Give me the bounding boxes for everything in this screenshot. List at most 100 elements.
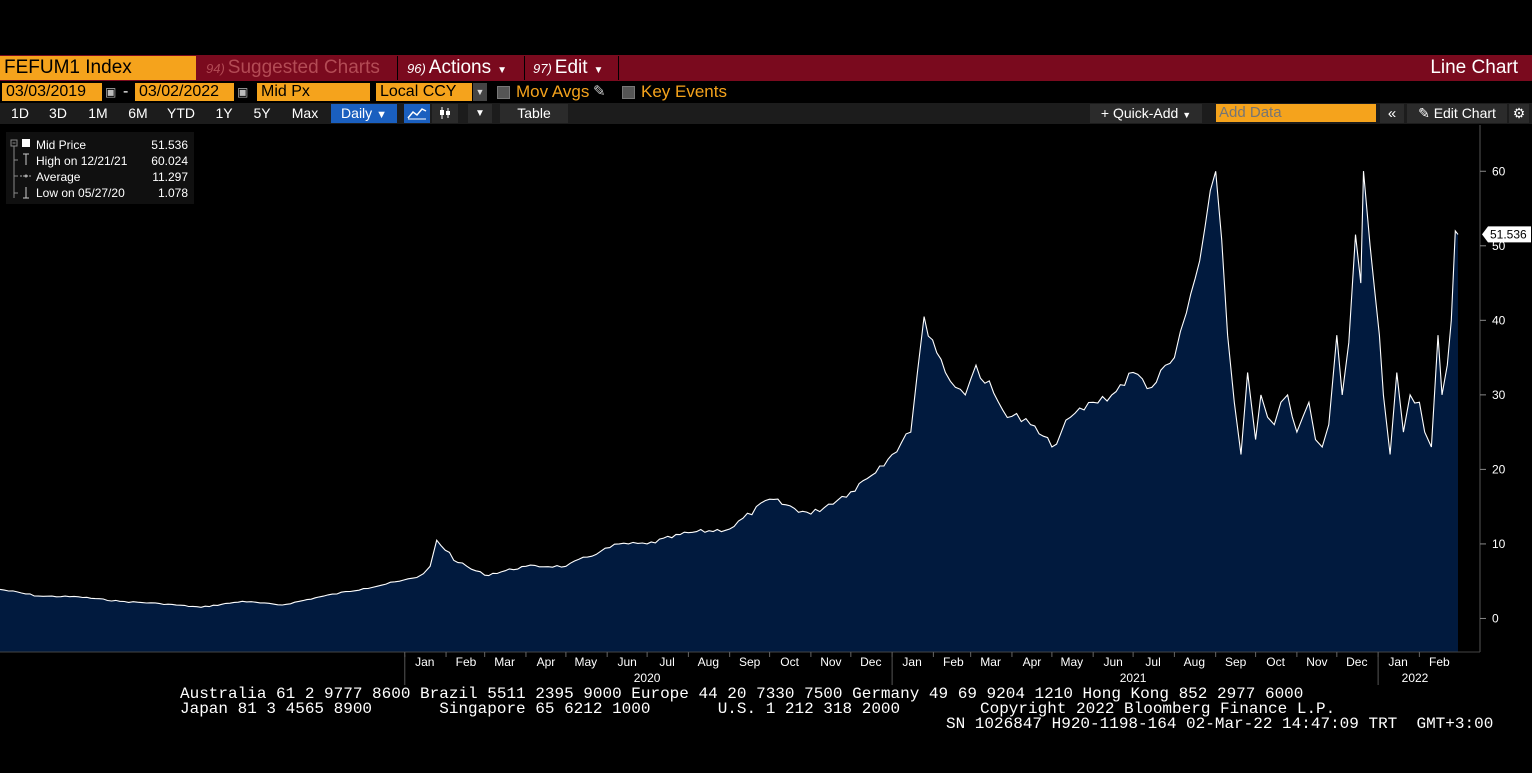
gear-icon[interactable]: ⚙ <box>1509 104 1529 123</box>
quick-add-button[interactable]: + Quick-Add ▼ <box>1090 104 1202 123</box>
legend-low-label: Low on 05/27/20 <box>36 186 125 200</box>
period-1y-button[interactable]: 1Y <box>215 105 233 121</box>
period-1d-button[interactable]: 1D <box>11 105 29 121</box>
legend-high-label: High on 12/21/21 <box>36 154 128 168</box>
x-tick-label: Dec <box>860 655 881 669</box>
x-tick-label: Jan <box>415 655 434 669</box>
year-label: 2022 <box>1402 671 1429 685</box>
plus-icon: + <box>1100 105 1110 121</box>
menu-number: 96) <box>407 61 426 76</box>
period-max-button[interactable]: Max <box>291 105 319 121</box>
edit-chart-label: Edit Chart <box>1433 105 1496 121</box>
period-ytd-button[interactable]: YTD <box>167 105 195 121</box>
legend-average-value: 11.297 <box>152 170 188 184</box>
x-tick-label: Apr <box>1023 655 1042 669</box>
mov-avgs-label[interactable]: Mov Avgs <box>516 82 590 101</box>
last-value-tag: 51.536 <box>1482 226 1531 243</box>
legend-mid-price-label: Mid Price <box>36 138 87 152</box>
x-tick-label: Feb <box>1429 655 1450 669</box>
key-events-checkbox[interactable] <box>622 86 635 99</box>
footer-copyright: Copyright 2022 Bloomberg Finance L.P. <box>980 700 1336 718</box>
key-events-label[interactable]: Key Events <box>641 82 727 101</box>
year-label: 2021 <box>1120 671 1147 685</box>
edit-chart-button[interactable]: ✎ Edit Chart <box>1407 104 1507 123</box>
chart-legend: Mid Price 51.536 High on 12/21/21 60.024… <box>6 132 194 204</box>
x-tick-label: Feb <box>456 655 477 669</box>
legend-low-value: 1.078 <box>157 186 188 200</box>
x-tick-label: Jul <box>659 655 674 669</box>
x-tick-label: Nov <box>1306 655 1327 669</box>
period-5y-button[interactable]: 5Y <box>253 105 271 121</box>
caret-down-icon: ▼ <box>376 109 387 121</box>
legend-high-value: 60.024 <box>151 154 188 168</box>
last-value-label: 51.536 <box>1490 227 1527 241</box>
frequency-label: Daily <box>341 105 373 121</box>
x-tick-label: Jan <box>1388 655 1407 669</box>
y-tick-label: 30 <box>1492 388 1506 402</box>
legend-tree-icon <box>10 139 32 199</box>
collapse-double-chevron-icon[interactable]: « <box>1380 104 1404 123</box>
start-date-field[interactable]: 03/03/2019 <box>2 83 102 101</box>
calendar-icon[interactable]: ▣ <box>105 85 117 99</box>
price-field-select[interactable]: Mid Px <box>257 83 370 101</box>
x-tick-label: Mar <box>980 655 1001 669</box>
x-tick-label: Aug <box>1184 655 1205 669</box>
x-tick-label: May <box>1061 655 1084 669</box>
add-data-input[interactable] <box>1216 104 1376 122</box>
y-tick-label: 60 <box>1492 164 1506 178</box>
line-chart-icon[interactable] <box>404 104 430 123</box>
menu-label: Edit <box>554 57 588 78</box>
price-line <box>0 171 1459 608</box>
menu-number: 97) <box>533 61 552 76</box>
chart-style-dropdown-icon[interactable]: ▼ <box>468 104 492 123</box>
period-6m-button[interactable]: 6M <box>128 105 148 121</box>
footer-session-info: SN 1026847 H920-1198-164 02-Mar-22 14:47… <box>946 715 1494 733</box>
chart-type-title: Line Chart <box>1430 57 1518 78</box>
x-tick-label: Feb <box>943 655 964 669</box>
y-tick-label: 40 <box>1492 313 1506 327</box>
x-tick-label: May <box>575 655 598 669</box>
suggested-charts-menu[interactable]: 94) Suggested Charts <box>200 56 398 80</box>
calendar-icon[interactable]: ▣ <box>237 85 249 99</box>
menu-label: Suggested Charts <box>227 57 380 78</box>
x-tick-label: Sep <box>1225 655 1247 669</box>
date-separator: - <box>123 83 129 100</box>
x-tick-label: Apr <box>537 655 556 669</box>
footer-contacts-line1: Australia 61 2 9777 8600 Brazil 5511 239… <box>180 685 1304 703</box>
x-tick-label: Mar <box>494 655 515 669</box>
x-tick-label: Jul <box>1145 655 1160 669</box>
price-area <box>0 171 1458 652</box>
period-3d-button[interactable]: 3D <box>49 105 67 121</box>
x-tick-label: Aug <box>698 655 719 669</box>
currency-select[interactable]: Local CCY <box>376 83 472 101</box>
caret-down-icon: ▼ <box>497 65 508 76</box>
x-tick-label: Oct <box>1266 655 1285 669</box>
caret-down-icon: ▼ <box>1182 110 1192 120</box>
mov-avgs-checkbox[interactable] <box>497 86 510 99</box>
legend-mid-price-value: 51.536 <box>151 138 188 152</box>
x-tick-label: Jan <box>902 655 921 669</box>
pencil-icon: ✎ <box>1418 105 1430 121</box>
x-tick-label: Jun <box>617 655 636 669</box>
y-tick-label: 20 <box>1492 462 1506 476</box>
x-axis-ticks: Jan Feb Mar Apr May Jun Jul Aug Sep Oct Nov Dec Jan F… <box>0 651 1480 669</box>
x-tick-label: Sep <box>739 655 761 669</box>
quick-add-label: Quick-Add <box>1112 105 1179 121</box>
pencil-icon[interactable]: ✎ <box>593 83 606 100</box>
edit-menu[interactable]: 97) Edit ▼ <box>527 56 619 80</box>
x-tick-label: Nov <box>820 655 841 669</box>
currency-dropdown-icon[interactable]: ▼ <box>473 83 487 101</box>
candlestick-icon[interactable] <box>432 104 458 123</box>
period-1m-button[interactable]: 1M <box>88 105 108 121</box>
table-button[interactable]: Table <box>500 104 568 123</box>
y-tick-label: 10 <box>1492 537 1506 551</box>
year-label: 2020 <box>634 671 661 685</box>
security-ticker[interactable]: FEFUM1 Index <box>0 56 196 80</box>
x-tick-label: Dec <box>1346 655 1367 669</box>
menu-label: Actions <box>428 57 492 78</box>
legend-average-label: Average <box>36 170 81 184</box>
menu-number: 94) <box>206 61 225 76</box>
actions-menu[interactable]: 96) Actions ▼ <box>401 56 525 80</box>
frequency-daily-button[interactable]: Daily ▼ <box>331 104 397 123</box>
end-date-field[interactable]: 03/02/2022 <box>135 83 234 101</box>
